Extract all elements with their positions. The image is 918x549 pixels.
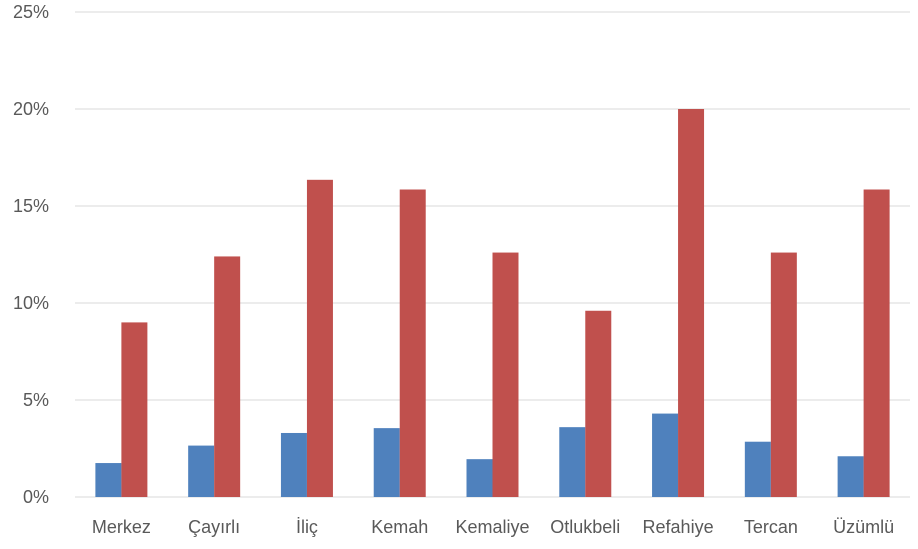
bar-series-2-1 xyxy=(214,256,241,497)
bar-series-1-3 xyxy=(373,428,400,497)
bar-series-1-7 xyxy=(744,441,771,497)
bar-series-1-5 xyxy=(559,427,586,497)
x-category-label: Merkez xyxy=(92,517,151,537)
x-category-label: İliç xyxy=(296,517,318,537)
bar-series-2-2 xyxy=(306,179,333,497)
y-tick-label: 10% xyxy=(13,293,49,313)
bar-series-2-0 xyxy=(121,322,148,497)
x-category-label: Otlukbeli xyxy=(550,517,620,537)
bar-series-2-3 xyxy=(399,189,426,497)
bar-series-2-8 xyxy=(863,189,890,497)
bar-series-1-1 xyxy=(188,445,215,497)
bar-series-1-2 xyxy=(280,432,307,497)
bar-series-1-4 xyxy=(466,459,493,497)
bar-series-1-0 xyxy=(95,463,122,497)
bar-series-1-8 xyxy=(837,456,864,497)
bar-series-2-6 xyxy=(678,109,705,497)
x-category-label: Kemaliye xyxy=(455,517,529,537)
x-category-label: Tercan xyxy=(744,517,798,537)
y-tick-label: 20% xyxy=(13,99,49,119)
bar-series-1-6 xyxy=(652,413,679,497)
x-category-label: Kemah xyxy=(371,517,428,537)
y-axis-tick-labels: 0% 5% 10% 15% 20% 25% xyxy=(13,2,49,507)
x-category-label: Üzümlü xyxy=(833,517,894,537)
x-category-label: Refahiye xyxy=(643,517,714,537)
x-category-label: Çayırlı xyxy=(188,517,240,537)
y-tick-label: 0% xyxy=(23,487,49,507)
bars xyxy=(95,109,890,497)
bar-series-2-7 xyxy=(770,252,797,497)
x-axis-category-labels: Merkez Çayırlı İliç Kemah Kemaliye Otlukbeli R… xyxy=(92,517,894,537)
bar-series-2-5 xyxy=(585,310,612,497)
y-tick-label: 25% xyxy=(13,2,49,22)
y-tick-label: 15% xyxy=(13,196,49,216)
y-tick-label: 5% xyxy=(23,390,49,410)
bar-series-2-4 xyxy=(492,252,519,497)
